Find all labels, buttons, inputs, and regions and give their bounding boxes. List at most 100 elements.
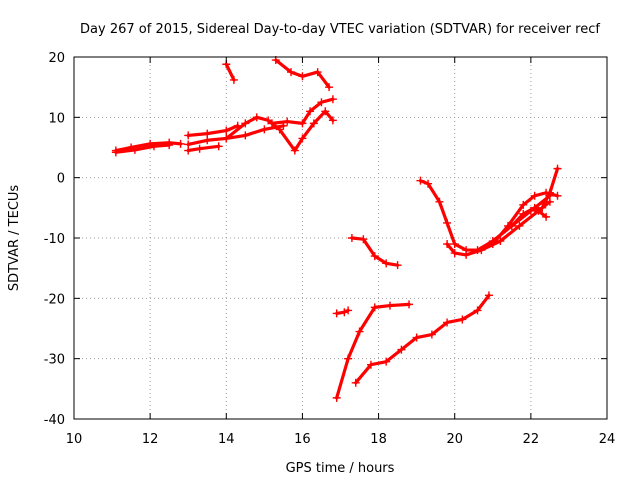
data-point-marker — [530, 191, 539, 200]
data-point-marker — [427, 330, 436, 339]
data-point-marker — [176, 139, 185, 148]
data-point-marker — [195, 144, 204, 153]
data-point-marker — [473, 306, 482, 315]
data-point-marker — [530, 203, 539, 212]
data-point-marker — [450, 249, 459, 258]
data-point-marker — [382, 357, 391, 366]
data-point-marker — [538, 203, 547, 212]
data-point-marker — [214, 142, 223, 151]
data-point-marker — [443, 318, 452, 327]
data-point-marker — [412, 333, 421, 342]
data-point-marker — [347, 234, 356, 242]
data-point-marker — [443, 218, 452, 227]
data-point-marker — [477, 246, 486, 255]
data-point-marker — [203, 129, 212, 138]
data-point-marker — [416, 176, 425, 185]
data-point-marker — [332, 309, 341, 318]
data-point-marker — [165, 141, 174, 150]
y-tick-label: -30 — [44, 353, 65, 368]
plot-frame — [73, 56, 608, 420]
chart-title: Day 267 of 2015, Sidereal Day-to-day VTE… — [80, 22, 600, 37]
data-point-marker — [287, 68, 296, 77]
data-point-marker — [443, 240, 452, 249]
x-tick-label: 14 — [218, 432, 235, 447]
data-point-marker — [222, 126, 231, 135]
data-series-trace — [510, 206, 548, 228]
data-point-marker — [298, 119, 307, 128]
x-tick-label: 20 — [446, 432, 463, 447]
data-point-marker — [519, 200, 528, 209]
data-series-trace — [350, 236, 400, 267]
data-point-marker — [111, 148, 120, 157]
data-point-marker — [484, 291, 493, 300]
data-point-marker — [462, 250, 471, 259]
data-point-marker — [507, 221, 516, 230]
y-tick-label: 0 — [57, 172, 65, 187]
data-point-marker — [450, 240, 459, 249]
data-point-marker — [370, 252, 379, 261]
data-point-marker — [130, 145, 139, 154]
data-point-marker — [229, 75, 238, 84]
y-tick-label: 10 — [48, 111, 65, 126]
data-point-marker — [184, 131, 193, 140]
data-point-marker — [351, 378, 360, 387]
data-point-marker — [405, 300, 414, 309]
data-point-marker — [458, 315, 467, 324]
data-point-marker — [306, 107, 315, 116]
data-point-marker — [397, 345, 406, 354]
data-point-marker — [340, 308, 349, 317]
grid-layer — [74, 57, 607, 419]
data-point-marker — [298, 72, 307, 81]
x-tick-label: 18 — [370, 432, 387, 447]
data-point-marker — [275, 125, 284, 134]
data-point-marker — [184, 146, 193, 155]
data-point-marker — [355, 327, 364, 336]
x-tick-label: 24 — [599, 432, 616, 447]
data-point-marker — [298, 134, 307, 143]
x-axis-label: GPS time / hours — [286, 461, 395, 476]
data-series-trace — [114, 143, 171, 154]
y-tick-label: -20 — [44, 292, 65, 307]
data-point-marker — [283, 117, 292, 126]
data-point-marker — [313, 68, 322, 77]
y-tick-label: 20 — [48, 51, 65, 66]
data-point-marker — [252, 113, 261, 122]
data-point-marker — [553, 191, 562, 200]
data-point-marker — [328, 95, 337, 104]
x-tick-label: 12 — [142, 432, 159, 447]
data-point-marker — [553, 164, 562, 173]
data-point-marker — [542, 212, 551, 221]
y-axis-label: SDTVAR / TECUs — [7, 185, 22, 292]
data-point-marker — [260, 125, 269, 134]
data-point-marker — [317, 98, 326, 107]
data-series-trace — [224, 109, 335, 153]
data-point-marker — [328, 116, 337, 125]
series-layer — [111, 56, 562, 402]
tick-layer: 10 12 14 16 18 20 22 24 -40 -30 -20 -10 0 10 20 — [44, 51, 616, 447]
data-point-marker — [393, 261, 402, 270]
data-point-marker — [496, 237, 505, 246]
data-point-marker — [309, 119, 318, 128]
x-tick-label: 22 — [523, 432, 540, 447]
data-point-marker — [332, 393, 341, 402]
y-tick-label: -10 — [44, 232, 65, 247]
data-point-marker — [325, 83, 334, 92]
data-point-marker — [519, 209, 528, 218]
data-point-marker — [241, 119, 250, 128]
data-point-marker — [321, 107, 330, 116]
data-point-marker — [344, 306, 353, 315]
x-tick-label: 16 — [294, 432, 311, 447]
data-series-trace — [224, 62, 236, 82]
data-point-marker — [366, 360, 375, 369]
data-point-marker — [488, 240, 497, 249]
data-point-marker — [385, 301, 394, 310]
data-point-marker — [370, 303, 379, 312]
data-point-marker — [359, 235, 368, 244]
data-point-marker — [515, 221, 524, 230]
data-series-trace — [354, 293, 491, 385]
data-point-marker — [545, 197, 554, 206]
data-point-marker — [435, 197, 444, 206]
x-tick-label: 10 — [66, 432, 83, 447]
